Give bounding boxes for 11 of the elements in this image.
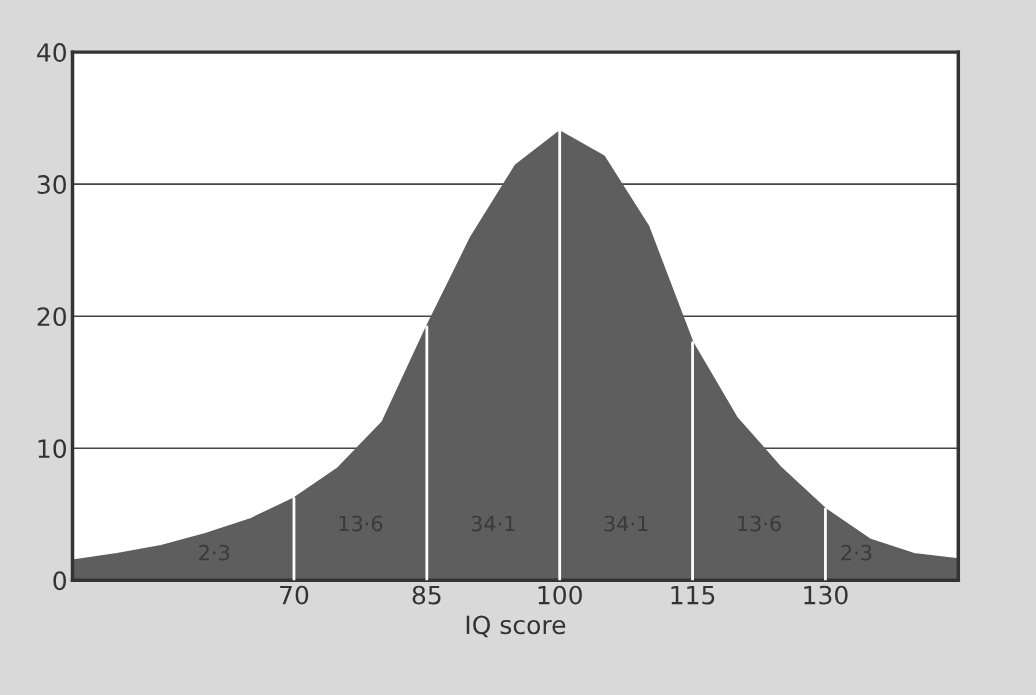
y-tick-label: 30 (37, 175, 66, 195)
y-tick-label: 10 (38, 439, 66, 459)
x-tick-label: 115 (671, 585, 715, 605)
y-tick-label: 20 (37, 307, 66, 327)
x-tick-label: 85 (412, 585, 441, 605)
x-axis-title: IQ score (466, 615, 566, 638)
x-tick-label: 130 (804, 585, 848, 605)
x-tick-label: 100 (538, 585, 582, 605)
x-tick-label: 70 (280, 585, 309, 605)
y-tick-label: 0 (53, 571, 66, 591)
y-tick-label: 40 (37, 43, 66, 62)
